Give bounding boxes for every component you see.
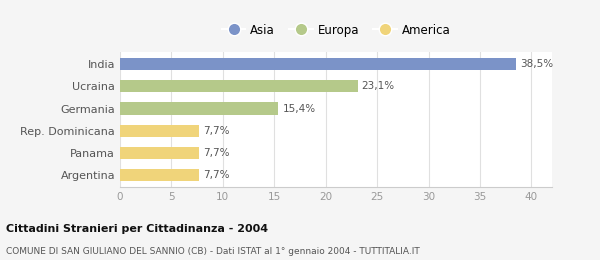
Text: 7,7%: 7,7% [203, 126, 230, 136]
Text: COMUNE DI SAN GIULIANO DEL SANNIO (CB) - Dati ISTAT al 1° gennaio 2004 - TUTTITA: COMUNE DI SAN GIULIANO DEL SANNIO (CB) -… [6, 247, 420, 256]
Legend: Asia, Europa, America: Asia, Europa, America [218, 20, 454, 40]
Text: 15,4%: 15,4% [283, 103, 316, 114]
Bar [120, 147, 199, 159]
Bar [120, 58, 516, 70]
Text: Cittadini Stranieri per Cittadinanza - 2004: Cittadini Stranieri per Cittadinanza - 2… [6, 224, 268, 233]
Text: 7,7%: 7,7% [203, 170, 230, 180]
Bar [120, 169, 199, 181]
Text: 23,1%: 23,1% [362, 81, 395, 91]
Text: 38,5%: 38,5% [520, 59, 553, 69]
Bar [120, 125, 199, 137]
Text: 7,7%: 7,7% [203, 148, 230, 158]
Bar [120, 80, 358, 93]
Bar [120, 102, 278, 115]
